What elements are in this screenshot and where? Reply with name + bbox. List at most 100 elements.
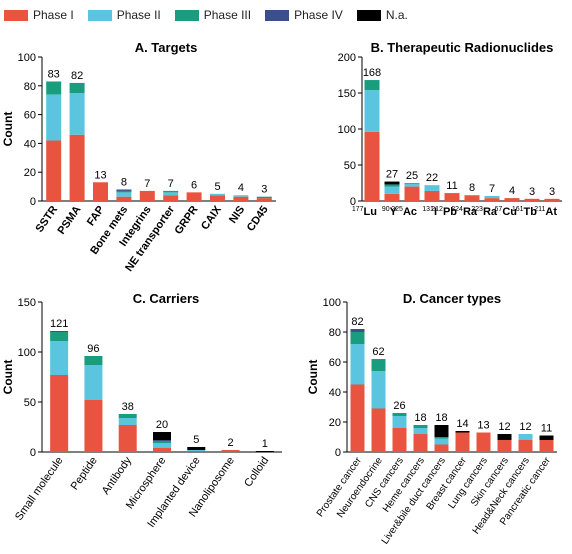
isotope-mass-number: 225 bbox=[391, 206, 403, 213]
y-tick-label: 150 bbox=[338, 88, 356, 100]
bar-segment bbox=[50, 375, 69, 452]
legend-swatch bbox=[265, 9, 290, 21]
legend-swatch bbox=[356, 9, 381, 21]
y-tick-label: 80 bbox=[329, 327, 341, 339]
bar-segment bbox=[163, 192, 179, 196]
bar-segment bbox=[434, 425, 449, 437]
bar-segment bbox=[116, 196, 132, 201]
bar-total-label: 22 bbox=[426, 172, 438, 184]
x-tick-label: 161Tb bbox=[512, 206, 537, 218]
bar-segment bbox=[118, 418, 137, 425]
bar-segment bbox=[424, 190, 440, 201]
bar-total-label: 2 bbox=[228, 437, 234, 449]
y-tick-label: 60 bbox=[329, 357, 341, 369]
y-tick-label: 100 bbox=[18, 52, 36, 64]
isotope-mass-number: 161 bbox=[512, 206, 524, 213]
element-symbol: Ac bbox=[403, 206, 417, 218]
bar-segment bbox=[384, 184, 400, 187]
bar-segment bbox=[350, 344, 365, 385]
bar-segment bbox=[518, 434, 533, 440]
element-symbol: Y bbox=[390, 206, 398, 218]
bar-segment bbox=[413, 428, 428, 434]
bar-segment bbox=[46, 94, 62, 141]
bar-segment bbox=[539, 435, 554, 440]
x-tick-label: CD45 bbox=[245, 204, 271, 234]
y-tick-label: 0 bbox=[350, 196, 356, 208]
y-axis-label: Count bbox=[306, 360, 320, 395]
element-symbol: I bbox=[434, 206, 437, 218]
x-tick-label: GRPR bbox=[172, 204, 200, 237]
chart-panel: A. Targets020406080100Count83SSTR82PSMA1… bbox=[1, 40, 276, 274]
element-symbol: Tb bbox=[524, 206, 538, 218]
bar-segment bbox=[50, 332, 69, 341]
bar-total-label: 62 bbox=[372, 346, 384, 358]
bar-total-label: 121 bbox=[50, 318, 68, 330]
chart-title: C. Carriers bbox=[133, 291, 199, 306]
bar-segment bbox=[464, 195, 480, 201]
y-tick-label: 0 bbox=[30, 447, 36, 459]
legend-swatch bbox=[174, 9, 199, 21]
bar-segment bbox=[484, 198, 500, 201]
bar-total-label: 27 bbox=[386, 169, 398, 181]
x-tick-label: 224Ra bbox=[451, 206, 478, 218]
bar-segment bbox=[392, 416, 407, 428]
bar-segment bbox=[118, 414, 137, 418]
y-tick-label: 100 bbox=[323, 297, 341, 309]
bar-total-label: 3 bbox=[261, 184, 267, 196]
bar-segment bbox=[187, 450, 206, 451]
bar-segment bbox=[221, 450, 240, 452]
bar-total-label: 13 bbox=[477, 420, 489, 432]
bar-segment bbox=[524, 198, 540, 201]
x-tick-label: Peptide bbox=[69, 455, 100, 492]
bar-segment bbox=[153, 443, 171, 448]
bar-segment bbox=[50, 331, 69, 332]
bar-segment bbox=[186, 192, 202, 201]
bar-segment bbox=[404, 183, 420, 184]
legend-item: Phase I bbox=[4, 8, 74, 22]
chart-title: A. Targets bbox=[135, 40, 198, 55]
legend-item: N.a. bbox=[356, 8, 408, 22]
bar-segment bbox=[476, 432, 491, 452]
x-tick-label: 211At bbox=[534, 206, 557, 218]
bar-segment bbox=[46, 81, 62, 95]
isotope-mass-number: 212 bbox=[431, 206, 443, 213]
bar-segment bbox=[187, 447, 206, 450]
x-tick-label: 212Pb bbox=[431, 206, 457, 218]
bar-segment bbox=[384, 181, 400, 185]
bar-segment bbox=[539, 440, 554, 452]
bar-total-label: 11 bbox=[446, 180, 457, 192]
legend-item: Phase II bbox=[87, 8, 161, 22]
bar-segment bbox=[84, 356, 103, 365]
bar-segment bbox=[434, 444, 449, 452]
legend: Phase I Phase II Phase III Phase IV N.a. bbox=[4, 4, 408, 26]
isotope-mass-number: 177 bbox=[352, 206, 364, 213]
bar-total-label: 25 bbox=[406, 170, 418, 182]
y-tick-label: 150 bbox=[18, 297, 36, 309]
bar-segment bbox=[187, 451, 206, 452]
bar-total-label: 3 bbox=[529, 186, 535, 198]
bar-segment bbox=[256, 196, 272, 199]
y-tick-label: 40 bbox=[24, 138, 36, 150]
y-tick-label: 40 bbox=[329, 387, 341, 399]
chart-panel: B. Therapeutic Radionuclides 0 50 100 150 200… bbox=[338, 40, 562, 218]
bar-segment bbox=[455, 431, 470, 433]
isotope-mass-number: 223 bbox=[471, 206, 483, 213]
bar-total-label: 83 bbox=[48, 68, 60, 80]
y-tick-label: 100 bbox=[18, 347, 36, 359]
bar-segment bbox=[153, 440, 171, 441]
bar-segment bbox=[50, 341, 69, 375]
bar-segment bbox=[413, 434, 428, 452]
y-tick-label: 80 bbox=[24, 81, 36, 93]
element-symbol: Ra bbox=[483, 206, 498, 218]
bar-segment bbox=[153, 448, 171, 452]
bar-segment bbox=[404, 186, 420, 201]
isotope-mass-number: 131 bbox=[422, 206, 434, 213]
bar-total-label: 13 bbox=[94, 169, 106, 181]
x-tick-label: Antibody bbox=[100, 454, 135, 496]
x-tick-label: 177Lu bbox=[352, 206, 377, 218]
x-tick-label: Small molecule bbox=[13, 455, 66, 523]
legend-label: Phase II bbox=[116, 8, 161, 22]
bar-segment bbox=[371, 371, 386, 409]
isotope-mass-number: 224 bbox=[451, 206, 463, 213]
